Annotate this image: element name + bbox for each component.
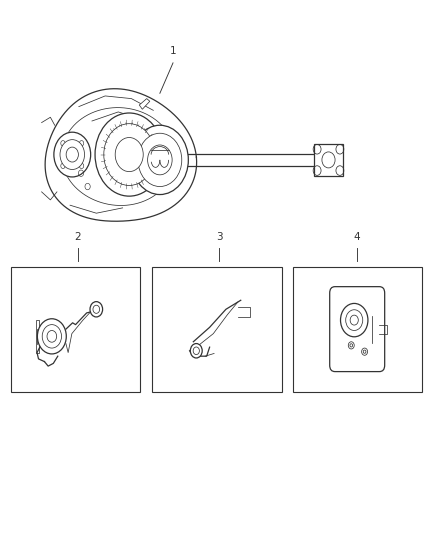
Circle shape	[66, 147, 78, 162]
Text: 1: 1	[170, 46, 177, 56]
Circle shape	[138, 133, 182, 187]
Circle shape	[362, 348, 367, 356]
Text: 4: 4	[353, 232, 360, 242]
Bar	[314, 144, 343, 176]
Bar	[11, 266, 140, 392]
Circle shape	[95, 113, 163, 196]
FancyBboxPatch shape	[330, 287, 385, 372]
Bar	[293, 266, 422, 392]
Circle shape	[148, 145, 172, 175]
Circle shape	[348, 342, 354, 349]
Circle shape	[191, 344, 202, 358]
Circle shape	[340, 303, 368, 337]
Circle shape	[90, 302, 102, 317]
Circle shape	[37, 319, 66, 354]
Circle shape	[131, 125, 188, 195]
Circle shape	[54, 132, 91, 177]
Circle shape	[104, 124, 155, 185]
Bar	[35, 320, 39, 352]
Bar	[152, 266, 282, 392]
Circle shape	[60, 140, 85, 169]
Circle shape	[115, 138, 143, 172]
Polygon shape	[139, 99, 150, 109]
Circle shape	[346, 310, 363, 330]
Text: 3: 3	[215, 232, 223, 242]
Text: 2: 2	[74, 232, 81, 242]
Circle shape	[42, 325, 61, 348]
